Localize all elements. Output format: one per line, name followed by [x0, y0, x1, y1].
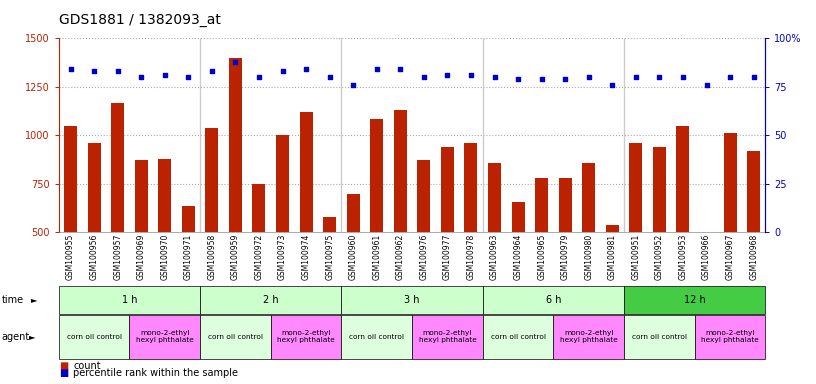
Bar: [559, 178, 572, 329]
Bar: [87, 143, 100, 329]
Point: [724, 74, 737, 80]
Point: [276, 68, 289, 74]
Bar: [111, 103, 124, 329]
Bar: [347, 194, 360, 329]
Bar: [206, 127, 219, 329]
Point: [464, 72, 477, 78]
Point: [700, 82, 713, 88]
Text: percentile rank within the sample: percentile rank within the sample: [73, 368, 238, 378]
Text: 6 h: 6 h: [546, 295, 561, 305]
Point: [535, 76, 548, 82]
Text: corn oil control: corn oil control: [67, 334, 122, 340]
Point: [605, 82, 619, 88]
Bar: [488, 164, 501, 329]
Text: mono-2-ethyl
hexyl phthalate: mono-2-ethyl hexyl phthalate: [136, 331, 193, 343]
Bar: [276, 136, 289, 329]
Bar: [535, 178, 548, 329]
Bar: [182, 206, 195, 329]
Point: [582, 74, 595, 80]
Point: [111, 68, 124, 74]
Text: agent: agent: [2, 332, 30, 342]
Bar: [370, 119, 384, 329]
Text: 12 h: 12 h: [684, 295, 706, 305]
Bar: [583, 164, 595, 329]
Point: [676, 74, 690, 80]
Text: mono-2-ethyl
hexyl phthalate: mono-2-ethyl hexyl phthalate: [277, 331, 335, 343]
Text: GDS1881 / 1382093_at: GDS1881 / 1382093_at: [59, 13, 220, 27]
Point: [158, 72, 171, 78]
Bar: [135, 160, 148, 329]
Bar: [464, 143, 477, 329]
Bar: [747, 151, 761, 329]
Bar: [299, 112, 313, 329]
Bar: [394, 110, 407, 329]
Point: [629, 74, 642, 80]
Text: corn oil control: corn oil control: [632, 334, 687, 340]
Point: [747, 74, 761, 80]
Bar: [158, 159, 171, 329]
Text: mono-2-ethyl
hexyl phthalate: mono-2-ethyl hexyl phthalate: [560, 331, 618, 343]
Bar: [417, 160, 430, 329]
Text: ►: ►: [29, 333, 36, 341]
Bar: [441, 147, 454, 329]
Text: time: time: [2, 295, 24, 305]
Text: corn oil control: corn oil control: [208, 334, 263, 340]
Point: [182, 74, 195, 80]
Bar: [605, 225, 619, 329]
Point: [347, 82, 360, 88]
Point: [252, 74, 265, 80]
Text: corn oil control: corn oil control: [490, 334, 546, 340]
Point: [417, 74, 430, 80]
Bar: [724, 133, 737, 329]
Point: [206, 68, 219, 74]
Bar: [323, 217, 336, 329]
Text: mono-2-ethyl
hexyl phthalate: mono-2-ethyl hexyl phthalate: [419, 331, 477, 343]
Bar: [512, 202, 525, 329]
Point: [299, 66, 313, 73]
Point: [64, 66, 77, 73]
Bar: [229, 58, 242, 329]
Point: [228, 59, 242, 65]
Point: [488, 74, 501, 80]
Text: 2 h: 2 h: [263, 295, 278, 305]
Text: mono-2-ethyl
hexyl phthalate: mono-2-ethyl hexyl phthalate: [701, 331, 759, 343]
Text: ►: ►: [31, 295, 38, 305]
Text: 3 h: 3 h: [405, 295, 419, 305]
Bar: [252, 184, 265, 329]
Text: corn oil control: corn oil control: [349, 334, 404, 340]
Point: [653, 74, 666, 80]
Point: [394, 66, 407, 73]
Text: count: count: [73, 361, 101, 371]
Text: ■: ■: [59, 368, 68, 378]
Text: ■: ■: [59, 361, 68, 371]
Bar: [64, 126, 77, 329]
Point: [87, 68, 100, 74]
Point: [370, 66, 384, 73]
Bar: [676, 126, 690, 329]
Bar: [653, 147, 666, 329]
Point: [512, 76, 525, 82]
Point: [559, 76, 572, 82]
Bar: [700, 232, 713, 329]
Point: [135, 74, 148, 80]
Text: 1 h: 1 h: [122, 295, 137, 305]
Point: [323, 74, 336, 80]
Point: [441, 72, 454, 78]
Bar: [629, 143, 642, 329]
